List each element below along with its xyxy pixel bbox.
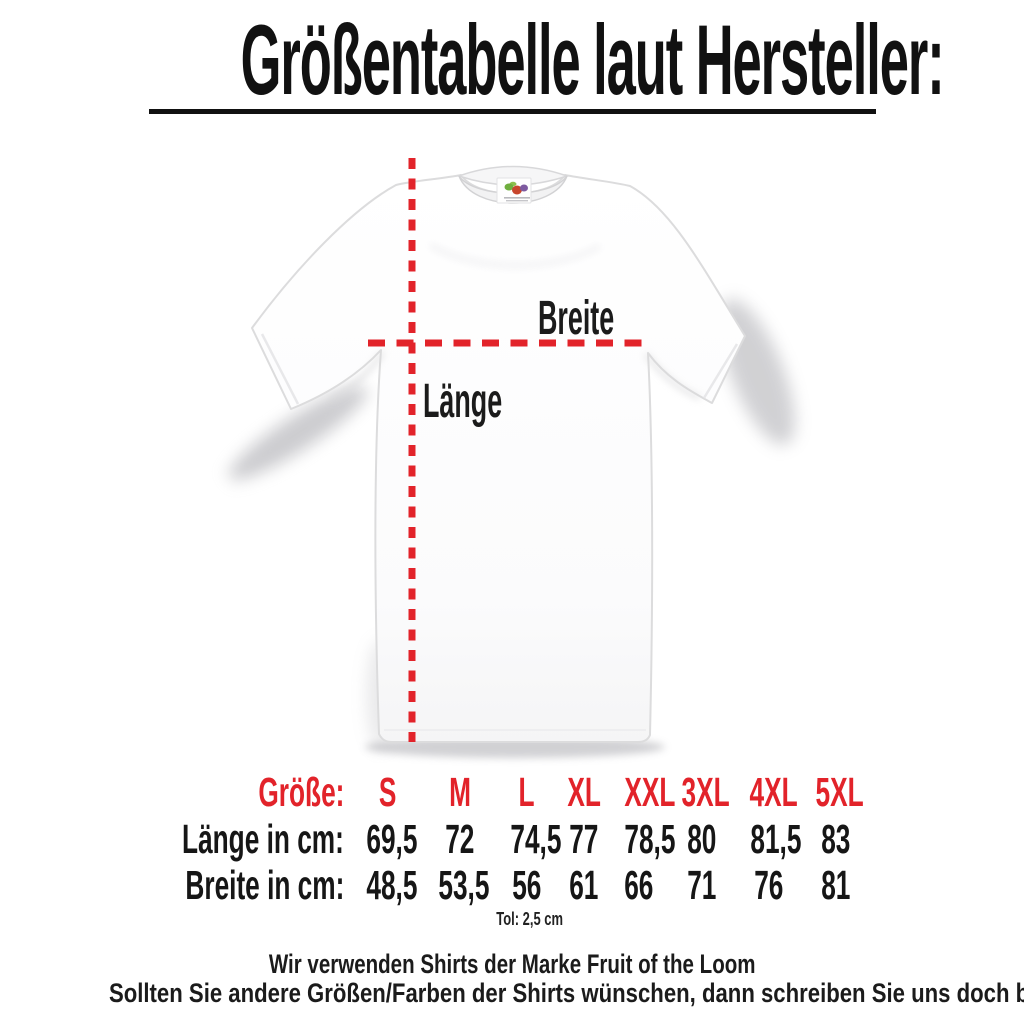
title-underline (149, 109, 876, 114)
length-value: 83 (821, 815, 851, 862)
footer-line-2: Sollten Sie andere Größen/Farben der Shi… (108, 978, 1024, 1008)
width-value: 71 (687, 862, 717, 908)
length-value: 77 (569, 815, 599, 862)
width-value: 53,5 (438, 862, 490, 908)
width-value: 66 (624, 862, 654, 908)
length-value: 80 (687, 815, 717, 862)
size-table-header-row: Größe: S M L XL XXL 3XL 4XL 5XL (0, 769, 870, 816)
fruit-logo-icon (504, 181, 528, 195)
tshirt-body (251, 174, 746, 743)
size-col: XL (567, 769, 601, 815)
length-value: 72 (445, 815, 475, 862)
length-value: 69,5 (366, 815, 418, 862)
width-value: 81 (821, 862, 851, 908)
width-value: 48,5 (366, 862, 418, 908)
length-value: 74,5 (510, 815, 562, 862)
width-value: 61 (569, 862, 599, 908)
width-row: Breite in cm: 48,5 53,5 56 61 66 71 76 8… (0, 862, 870, 909)
size-col: L (518, 769, 536, 815)
length-value: 78,5 (624, 815, 676, 862)
length-measure-label: Länge (423, 375, 503, 428)
fruit-of-the-loom-label (496, 177, 532, 204)
size-col: 4XL (749, 769, 798, 815)
tolerance-note: Tol: 2,5 cm (496, 908, 564, 929)
length-row-label: Länge in cm: (182, 815, 344, 862)
footer-line-1: Wir verwenden Shirts der Marke Fruit of … (268, 949, 756, 979)
width-value: 76 (754, 862, 784, 908)
size-header-label: Größe: (257, 769, 344, 815)
length-value: 81,5 (750, 815, 802, 862)
width-value: 56 (512, 862, 542, 908)
length-row: Länge in cm: 69,5 72 74,5 77 78,5 80 81,… (0, 816, 870, 863)
size-col: 3XL (681, 769, 730, 815)
fabric-creases (260, 242, 739, 731)
tshirt-collar (456, 165, 570, 204)
size-col: S (379, 769, 397, 815)
size-col: XXL (624, 769, 676, 815)
size-table: Größe: S M L XL XXL 3XL 4XL 5XL Länge in… (0, 769, 870, 909)
size-col: 5XL (815, 769, 864, 815)
width-row-label: Breite in cm: (185, 862, 344, 908)
size-col: M (449, 769, 471, 815)
footer-note: Wir verwenden Shirts der Marke Fruit of … (0, 950, 1024, 1008)
width-measure-label: Breite (538, 292, 615, 345)
